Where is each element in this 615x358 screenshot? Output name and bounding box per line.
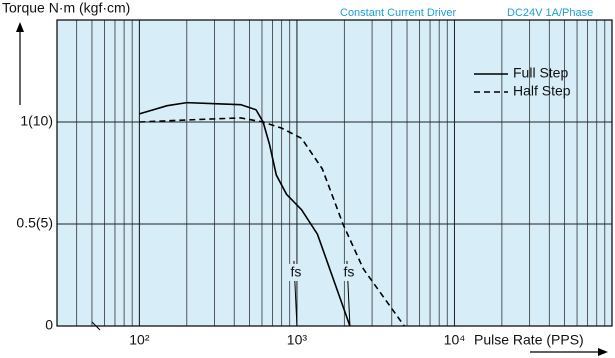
plot-frame (56, 19, 613, 327)
x-arrow-head (598, 348, 608, 356)
x-tick-label: 10⁴ (444, 332, 466, 348)
fs-label: fs (290, 264, 301, 280)
axis-break (91, 321, 101, 331)
y-tick-label: 0 (45, 317, 53, 333)
y-arrow-head (16, 22, 24, 32)
plot-background (57, 20, 612, 326)
legend-label: Half Step (513, 83, 571, 99)
fs-label-bg (286, 263, 305, 281)
fs-label-bg (339, 263, 358, 281)
x-tick-label: 10³ (287, 332, 308, 348)
x-tick-label: 10² (129, 332, 150, 348)
fs-label: fs (343, 264, 354, 280)
series-line (139, 117, 405, 327)
legend-label: Full Step (513, 65, 568, 81)
y-axis-label: Torque N·m (kgf·cm) (2, 0, 130, 16)
supply-label: DC24V 1A/Phase (507, 7, 593, 19)
y-tick-label: 0.5(5) (16, 215, 53, 231)
driver-label: Constant Current Driver (340, 7, 456, 19)
x-axis-label: Pulse Rate (PPS) (474, 332, 584, 348)
y-tick-label: 1(10) (20, 113, 53, 129)
